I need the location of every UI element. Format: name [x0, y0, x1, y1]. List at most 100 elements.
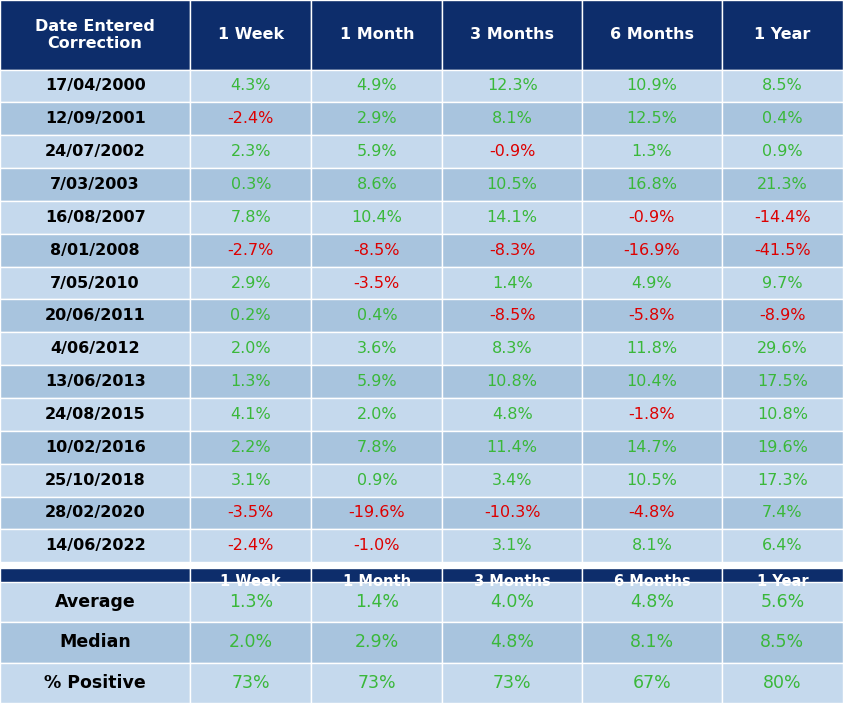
Text: 12/09/2001: 12/09/2001 [45, 112, 146, 127]
Bar [311, 568, 443, 595]
Bar [722, 464, 843, 496]
Bar [443, 299, 582, 332]
Text: 14.7%: 14.7% [626, 440, 678, 455]
Text: 8.1%: 8.1% [491, 112, 533, 127]
Text: % Positive: % Positive [44, 674, 146, 692]
Bar [722, 622, 843, 663]
Text: 6.4%: 6.4% [762, 538, 803, 553]
Bar [0, 365, 191, 398]
Text: 4.0%: 4.0% [490, 593, 534, 611]
Bar [191, 234, 311, 267]
Text: 8.1%: 8.1% [631, 538, 673, 553]
Text: 12.3%: 12.3% [486, 78, 538, 93]
Text: -8.9%: -8.9% [760, 309, 806, 324]
Text: 4.8%: 4.8% [490, 634, 534, 651]
Text: 3.1%: 3.1% [230, 473, 271, 488]
Bar [722, 332, 843, 365]
Text: 11.8%: 11.8% [626, 341, 678, 356]
Text: 29.6%: 29.6% [757, 341, 808, 356]
Text: -0.9%: -0.9% [629, 210, 675, 225]
Bar [443, 663, 582, 703]
Text: 6 Months: 6 Months [610, 27, 694, 42]
Bar [722, 0, 843, 70]
Bar [191, 365, 311, 398]
Bar [191, 582, 311, 622]
Bar [443, 332, 582, 365]
Text: 19.6%: 19.6% [757, 440, 808, 455]
Bar [582, 365, 722, 398]
Bar [311, 102, 443, 135]
Text: 17.5%: 17.5% [757, 374, 808, 389]
Bar [191, 267, 311, 299]
Bar [582, 168, 722, 201]
Bar [191, 168, 311, 201]
Text: 9.7%: 9.7% [762, 276, 803, 291]
Bar [0, 201, 191, 234]
Text: 4.1%: 4.1% [230, 407, 271, 422]
Bar [443, 464, 582, 496]
Bar [443, 201, 582, 234]
Text: -2.4%: -2.4% [228, 538, 274, 553]
Bar [0, 431, 191, 464]
Text: 2.2%: 2.2% [230, 440, 271, 455]
Text: 1.4%: 1.4% [355, 593, 399, 611]
Bar [443, 431, 582, 464]
Text: -2.4%: -2.4% [228, 112, 274, 127]
Bar [191, 530, 311, 562]
Bar [0, 464, 191, 496]
Bar [191, 431, 311, 464]
Bar [582, 530, 722, 562]
Bar [0, 398, 191, 431]
Bar [191, 622, 311, 663]
Bar [191, 568, 311, 595]
Text: 20/06/2011: 20/06/2011 [45, 309, 146, 324]
Bar [722, 267, 843, 299]
Bar [582, 0, 722, 70]
Text: 8.5%: 8.5% [760, 634, 804, 651]
Text: -1.8%: -1.8% [629, 407, 675, 422]
Bar [0, 582, 191, 622]
Bar [0, 0, 191, 70]
Bar [0, 299, 191, 332]
Bar [443, 530, 582, 562]
Text: 21.3%: 21.3% [757, 177, 808, 192]
Text: 1.4%: 1.4% [491, 276, 533, 291]
Text: 3.6%: 3.6% [357, 341, 397, 356]
Bar [722, 568, 843, 595]
Bar [311, 234, 443, 267]
Bar [582, 431, 722, 464]
Bar [722, 201, 843, 234]
Bar [582, 332, 722, 365]
Text: 2.9%: 2.9% [355, 634, 399, 651]
Text: 80%: 80% [763, 674, 802, 692]
Bar [0, 568, 191, 595]
Text: 4.8%: 4.8% [491, 407, 533, 422]
Bar [0, 530, 191, 562]
Bar [443, 0, 582, 70]
Bar [311, 299, 443, 332]
Bar [582, 267, 722, 299]
Bar [0, 332, 191, 365]
Bar [311, 464, 443, 496]
Text: 5.9%: 5.9% [357, 374, 397, 389]
Bar [191, 0, 311, 70]
Bar [191, 496, 311, 530]
Bar [311, 582, 443, 622]
Bar [722, 431, 843, 464]
Text: 14/06/2022: 14/06/2022 [45, 538, 146, 553]
Bar [0, 267, 191, 299]
Text: 7/03/2003: 7/03/2003 [51, 177, 140, 192]
Text: 5.9%: 5.9% [357, 144, 397, 159]
Text: 17.3%: 17.3% [757, 473, 808, 488]
Bar [582, 496, 722, 530]
Text: 11.4%: 11.4% [486, 440, 538, 455]
Text: 3 Months: 3 Months [474, 574, 550, 589]
Bar [722, 663, 843, 703]
Text: -10.3%: -10.3% [484, 506, 540, 520]
Bar [582, 102, 722, 135]
Text: 3.4%: 3.4% [492, 473, 533, 488]
Bar [722, 365, 843, 398]
Bar [722, 496, 843, 530]
Text: 24/08/2015: 24/08/2015 [45, 407, 146, 422]
Text: 0.4%: 0.4% [357, 309, 397, 324]
